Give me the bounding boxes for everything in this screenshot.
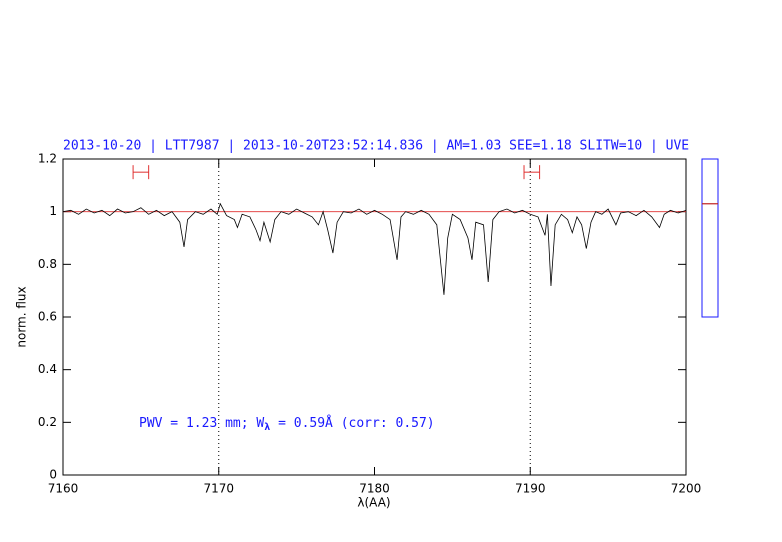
- y-tick-label: 1.2: [38, 152, 57, 166]
- x-tick-label: 7190: [515, 482, 546, 496]
- x-tick-label: 7200: [671, 482, 702, 496]
- y-axis-label: norm. flux: [15, 286, 29, 347]
- range-marker: [523, 165, 541, 180]
- range-marker: [132, 165, 150, 180]
- indicator-box: [701, 158, 719, 318]
- x-tick-label: 7160: [48, 482, 79, 496]
- x-tick-label: 7170: [203, 482, 234, 496]
- y-tick-label: 0: [49, 468, 57, 482]
- x-tick-label: 7180: [359, 482, 390, 496]
- y-tick-label: 0.8: [38, 257, 57, 271]
- spectrum-line: [62, 202, 687, 295]
- annotation-subscript: λ: [264, 422, 270, 433]
- y-tick-label: 0.2: [38, 415, 57, 429]
- y-tick-label: 0.4: [38, 362, 57, 376]
- y-tick-label: 1: [49, 204, 57, 218]
- chart-title: 2013-10-20 | LTT7987 | 2013-10-20T23:52:…: [63, 139, 689, 154]
- annotation: PWV = 1.23 mm; Wλ = 0.59Å (corr: 0.57): [139, 415, 435, 434]
- annotation-text: = 0.59Å (corr: 0.57): [270, 415, 434, 431]
- y-tick-label: 0.6: [38, 310, 57, 324]
- annotation-text: PWV = 1.23 mm; W: [139, 416, 264, 431]
- x-axis-label: λ(AA): [357, 496, 390, 510]
